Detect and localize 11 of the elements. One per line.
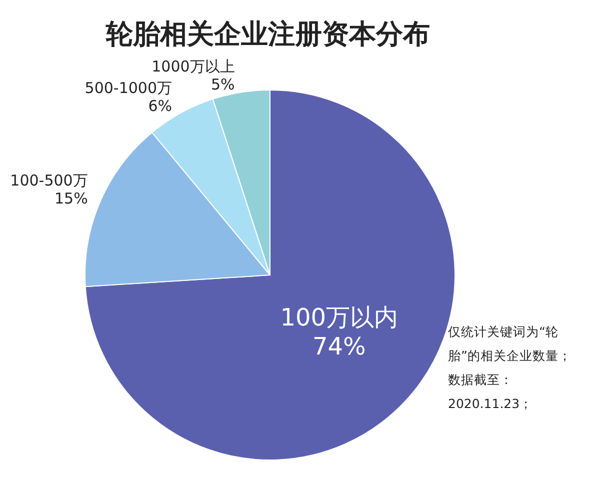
text: 仅统计关键词为“轮胎”的相关企业数量； bbox=[448, 323, 572, 365]
data-label: 74% bbox=[312, 332, 366, 360]
chart-title: 轮胎相关企业注册资本分布 bbox=[104, 18, 431, 52]
slice-label: 500-1000万 bbox=[84, 78, 172, 97]
data-label: 6% bbox=[148, 96, 172, 115]
slice-label: 100万以内 bbox=[280, 304, 398, 332]
text: 数据截至：2020.11.23； bbox=[448, 371, 534, 413]
slice-label: 1000万以上 bbox=[152, 57, 235, 76]
slice-label: 100-500万 bbox=[10, 171, 88, 190]
data-label: 5% bbox=[211, 75, 235, 94]
data-label: 15% bbox=[54, 189, 88, 208]
